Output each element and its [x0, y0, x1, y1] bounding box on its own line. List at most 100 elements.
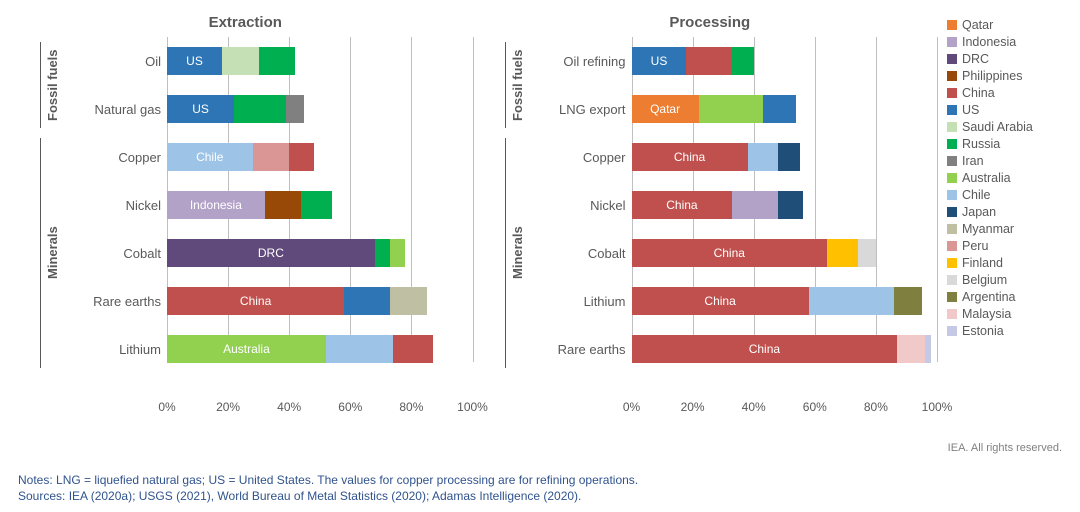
group-label: Fossil fuels — [40, 42, 60, 128]
bar-segment-label: US — [192, 102, 209, 116]
category-label: Nickel — [82, 181, 167, 229]
bar-row: China — [632, 277, 938, 325]
legend-item: Japan — [947, 205, 1062, 219]
stacked-bar: Qatar — [632, 95, 938, 123]
legend-item: DRC — [947, 52, 1062, 66]
bar-segment-label: China — [714, 246, 745, 260]
category-label: Oil refining — [547, 37, 632, 85]
legend-swatch — [947, 258, 957, 268]
bar-row: US — [167, 85, 473, 133]
bar-segment: China — [632, 143, 748, 171]
legend-label: Argentina — [962, 290, 1016, 304]
bar-row: China — [632, 181, 938, 229]
legend-item: Myanmar — [947, 222, 1062, 236]
bar-row: US — [167, 37, 473, 85]
bar-segment — [253, 143, 290, 171]
legend-swatch — [947, 122, 957, 132]
bar-segment — [375, 239, 390, 267]
legend-swatch — [947, 156, 957, 166]
bar-segment — [894, 287, 921, 315]
bar-segment — [289, 143, 313, 171]
legend-swatch — [947, 71, 957, 81]
gridline — [473, 37, 474, 362]
bar-segment: US — [632, 47, 687, 75]
category-label: Rare earths — [547, 325, 632, 373]
legend-item: US — [947, 103, 1062, 117]
group-label: Minerals — [40, 138, 60, 368]
axis-tick: 0% — [158, 400, 175, 414]
plot-area: US Qatar China China China China China 0%20%40%… — [632, 37, 938, 434]
legend-label: Saudi Arabia — [962, 120, 1033, 134]
legend-item: Estonia — [947, 324, 1062, 338]
legend-item: Finland — [947, 256, 1062, 270]
legend-swatch — [947, 224, 957, 234]
stacked-bar: Chile — [167, 143, 473, 171]
legend-swatch — [947, 292, 957, 302]
group-label: Fossil fuels — [505, 42, 525, 128]
bar-segment: China — [167, 287, 344, 315]
axis-tick: 20% — [681, 400, 705, 414]
stacked-bar: China — [632, 239, 938, 267]
stacked-bar: China — [632, 287, 938, 315]
bar-segment — [778, 191, 802, 219]
group-label: Minerals — [505, 138, 525, 368]
legend-swatch — [947, 54, 957, 64]
bar-segment: DRC — [167, 239, 375, 267]
legend-label: Belgium — [962, 273, 1007, 287]
legend-swatch — [947, 207, 957, 217]
bar-segment — [259, 47, 296, 75]
bar-segment-label: US — [651, 54, 668, 68]
legend-label: Peru — [962, 239, 988, 253]
panel: ExtractionFossil fuelsMineralsOilNatural… — [18, 14, 473, 434]
sources-text: Sources: IEA (2020a); USGS (2021), World… — [18, 488, 1062, 504]
bar-segment — [897, 335, 924, 363]
bar-segment — [222, 47, 259, 75]
bar-segment-label: Qatar — [650, 102, 680, 116]
axis-tick: 80% — [399, 400, 423, 414]
bar-segment — [748, 143, 779, 171]
stacked-bar: China — [167, 287, 473, 315]
panel-title: Processing — [483, 14, 938, 31]
legend-label: Malaysia — [962, 307, 1011, 321]
bar-segment-label: US — [186, 54, 203, 68]
bar-row: DRC — [167, 229, 473, 277]
bar-segment-label: China — [704, 294, 735, 308]
chart-container: ExtractionFossil fuelsMineralsOilNatural… — [0, 0, 1080, 512]
category-label: Cobalt — [82, 229, 167, 277]
bar-segment-label: Indonesia — [190, 198, 242, 212]
category-label: Nickel — [547, 181, 632, 229]
legend-item: Peru — [947, 239, 1062, 253]
legend-item: Malaysia — [947, 307, 1062, 321]
legend: QatarIndonesiaDRCPhilippinesChinaUSSaudi… — [947, 14, 1062, 434]
legend-label: DRC — [962, 52, 989, 66]
bar-segment-label: China — [666, 198, 697, 212]
legend-label: Qatar — [962, 18, 993, 32]
legend-swatch — [947, 275, 957, 285]
axis-tick: 100% — [922, 400, 953, 414]
legend-swatch — [947, 139, 957, 149]
notes-text: Notes: LNG = liquefied natural gas; US =… — [18, 472, 1062, 488]
bar-segment — [234, 95, 286, 123]
legend-label: Philippines — [962, 69, 1022, 83]
stacked-bar: Indonesia — [167, 191, 473, 219]
bar-segment — [925, 335, 931, 363]
legend-label: China — [962, 86, 995, 100]
x-axis: 0%20%40%60%80%100% — [632, 398, 938, 434]
legend-label: Australia — [962, 171, 1011, 185]
legend-swatch — [947, 241, 957, 251]
bar-segment — [344, 287, 390, 315]
bar-segment — [686, 47, 732, 75]
chart-body: Fossil fuelsMineralsOil refiningLNG expo… — [483, 37, 938, 434]
stacked-bar: US — [167, 47, 473, 75]
bar-segment — [763, 95, 797, 123]
legend-label: Myanmar — [962, 222, 1014, 236]
legend-item: Russia — [947, 137, 1062, 151]
legend-label: Chile — [962, 188, 991, 202]
footer: Notes: LNG = liquefied natural gas; US =… — [18, 472, 1062, 504]
bar-segment: Chile — [167, 143, 253, 171]
legend-item: Qatar — [947, 18, 1062, 32]
legend-swatch — [947, 37, 957, 47]
stacked-bar: China — [632, 191, 938, 219]
bar-row: China — [632, 325, 938, 373]
panel: Processing Fossil fuels Minerals Oil refini… — [483, 14, 938, 434]
